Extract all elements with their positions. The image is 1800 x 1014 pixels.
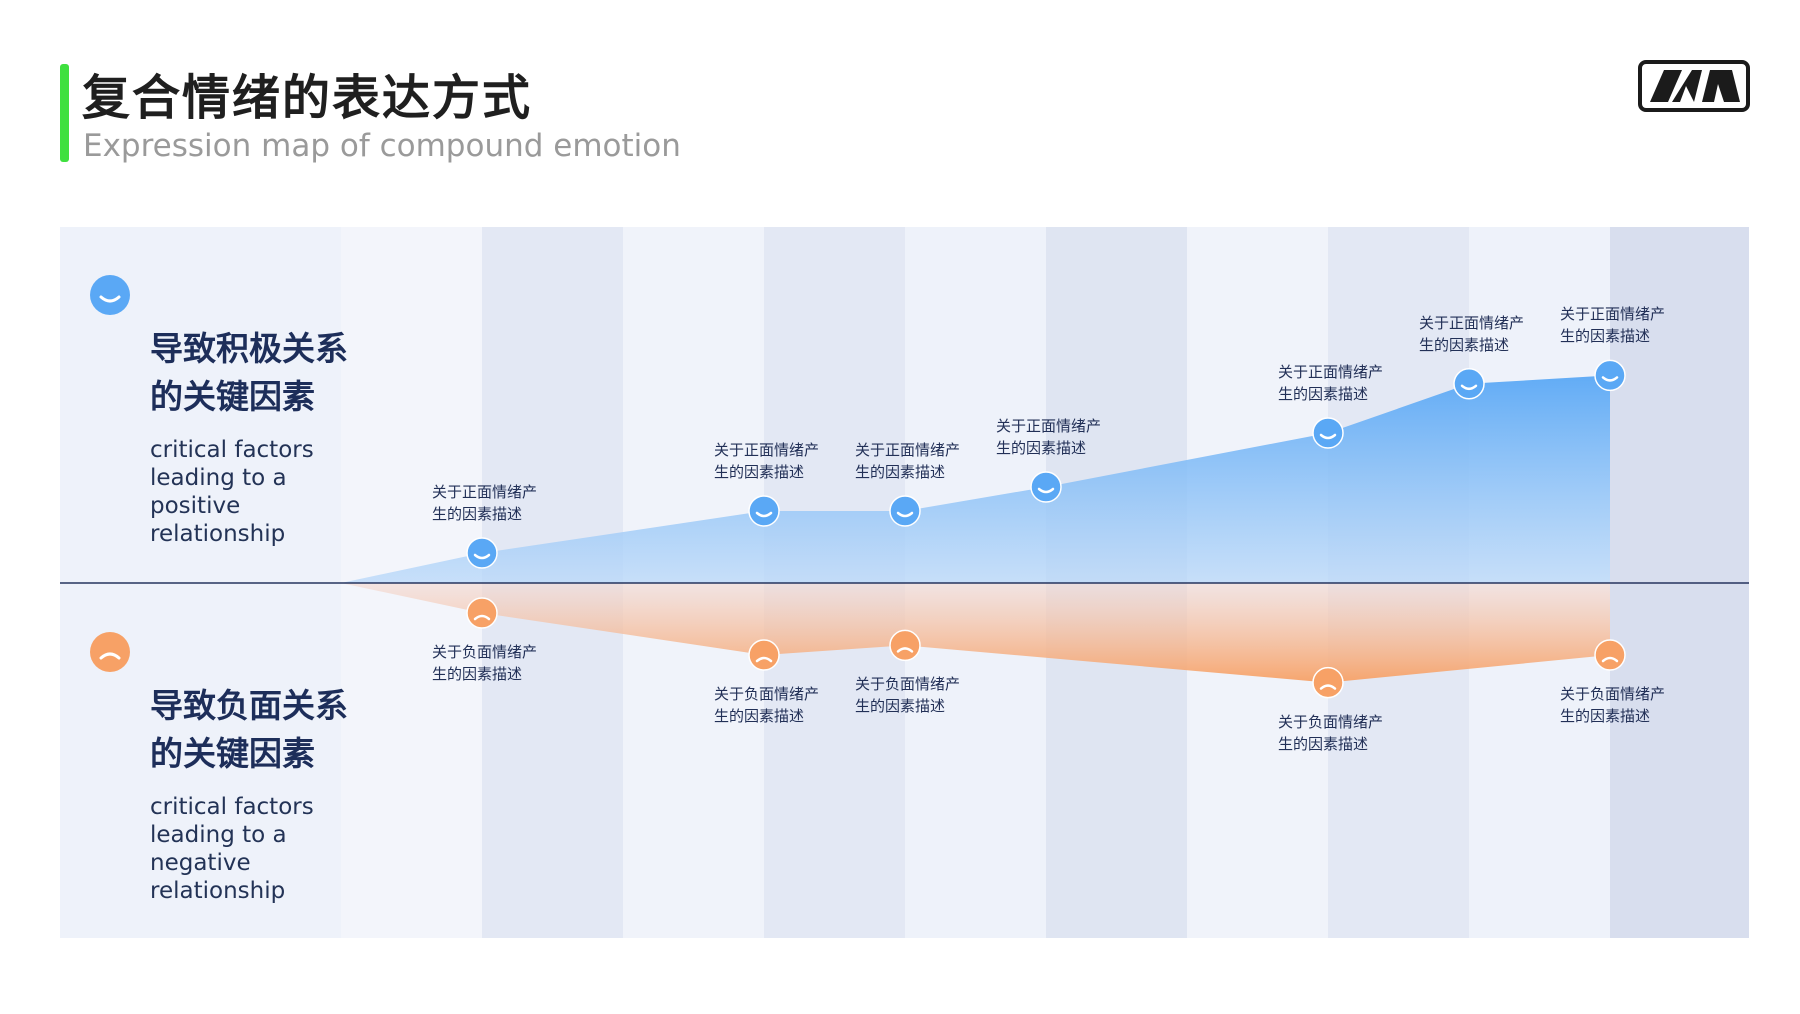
point-label-line1: 关于正面情绪产	[1278, 363, 1384, 381]
smile-marker-icon	[1312, 417, 1344, 449]
negative-point-label: 关于负面情绪产 生的因素描述	[714, 683, 819, 727]
point-label-line1: 关于负面情绪产	[1560, 685, 1666, 703]
negative-title-line1: 导致负面关系	[150, 686, 348, 725]
negative-area	[341, 583, 1610, 683]
smile-marker-icon	[1594, 359, 1626, 392]
point-label-line1: 关于负面情绪产	[855, 675, 961, 694]
point-label-line1: 关于正面情绪产	[1560, 305, 1666, 324]
point-label-line2: 生的因素描述	[996, 439, 1087, 457]
brand-logo-icon	[1638, 60, 1750, 112]
smile-face-icon	[90, 275, 130, 315]
point-label-line2: 生的因素描述	[1278, 385, 1369, 403]
point-label-line1: 关于正面情绪产	[1419, 313, 1525, 332]
positive-title-line2: 的关键因素	[150, 377, 315, 416]
positive-point-label: 关于正面情绪产 生的因素描述	[432, 481, 537, 525]
smile-marker-icon	[466, 537, 498, 569]
positive-title-line1: 导致积极关系	[150, 329, 348, 368]
smile-marker-icon	[889, 495, 921, 527]
positive-area	[341, 375, 1610, 583]
smile-marker-icon	[1453, 368, 1485, 400]
chart-panel: 导致积极关系 的关键因素 critical factors leading to…	[60, 227, 1749, 938]
negative-point-label: 关于负面情绪产 生的因素描述	[432, 641, 537, 685]
frown-marker-icon	[889, 629, 921, 662]
point-label-line2: 生的因素描述	[855, 697, 946, 716]
point-label-line1: 关于正面情绪产	[432, 483, 538, 501]
negative-point-label: 关于负面情绪产 生的因素描述	[1560, 683, 1665, 727]
point-label-line2: 生的因素描述	[1278, 734, 1369, 753]
frown-face-icon	[90, 632, 130, 672]
frown-marker-icon	[466, 597, 498, 629]
point-label-line1: 关于负面情绪产	[432, 643, 538, 661]
negative-description: critical factors leading to a negative r…	[150, 794, 314, 904]
point-label-line2: 生的因素描述	[1560, 707, 1651, 725]
frown-marker-icon	[1594, 639, 1626, 671]
point-label-line2: 生的因素描述	[432, 505, 523, 523]
point-label-line2: 生的因素描述	[1560, 327, 1651, 346]
title-accent-bar	[60, 64, 69, 162]
point-label-line2: 生的因素描述	[1419, 335, 1510, 354]
frown-marker-icon	[1312, 666, 1344, 699]
positive-point-label: 关于正面情绪产 生的因素描述	[1560, 303, 1665, 347]
point-label-line1: 关于负面情绪产	[1278, 712, 1384, 731]
point-label-line2: 生的因素描述	[432, 665, 523, 683]
frown-marker-icon	[748, 639, 780, 671]
point-label-line2: 生的因素描述	[714, 707, 805, 725]
negative-title: 导致负面关系 的关键因素	[150, 682, 348, 778]
point-label-line1: 关于负面情绪产	[714, 685, 820, 703]
point-label-line1: 关于正面情绪产	[714, 441, 820, 459]
smile-marker-icon	[748, 495, 780, 527]
positive-title: 导致积极关系 的关键因素	[150, 325, 348, 421]
negative-title-line2: 的关键因素	[150, 734, 315, 773]
positive-point-label: 关于正面情绪产 生的因素描述	[1278, 361, 1383, 405]
emotion-area-chart	[60, 227, 1749, 938]
positive-description: critical factors leading to a positive r…	[150, 437, 314, 547]
positive-point-label: 关于正面情绪产 生的因素描述	[996, 415, 1101, 459]
positive-point-label: 关于正面情绪产 生的因素描述	[855, 439, 960, 483]
point-label-line2: 生的因素描述	[855, 463, 946, 481]
page-title: 复合情绪的表达方式	[82, 70, 533, 126]
page-subtitle: Expression map of compound emotion	[83, 128, 681, 164]
negative-point-label: 关于负面情绪产 生的因素描述	[855, 673, 960, 717]
point-label-line1: 关于正面情绪产	[855, 441, 961, 459]
negative-point-label: 关于负面情绪产 生的因素描述	[1278, 711, 1383, 755]
smile-marker-icon	[1030, 471, 1062, 503]
point-label-line1: 关于正面情绪产	[996, 417, 1102, 435]
point-label-line2: 生的因素描述	[714, 463, 805, 481]
positive-point-label: 关于正面情绪产 生的因素描述	[1419, 312, 1524, 356]
positive-point-label: 关于正面情绪产 生的因素描述	[714, 439, 819, 483]
